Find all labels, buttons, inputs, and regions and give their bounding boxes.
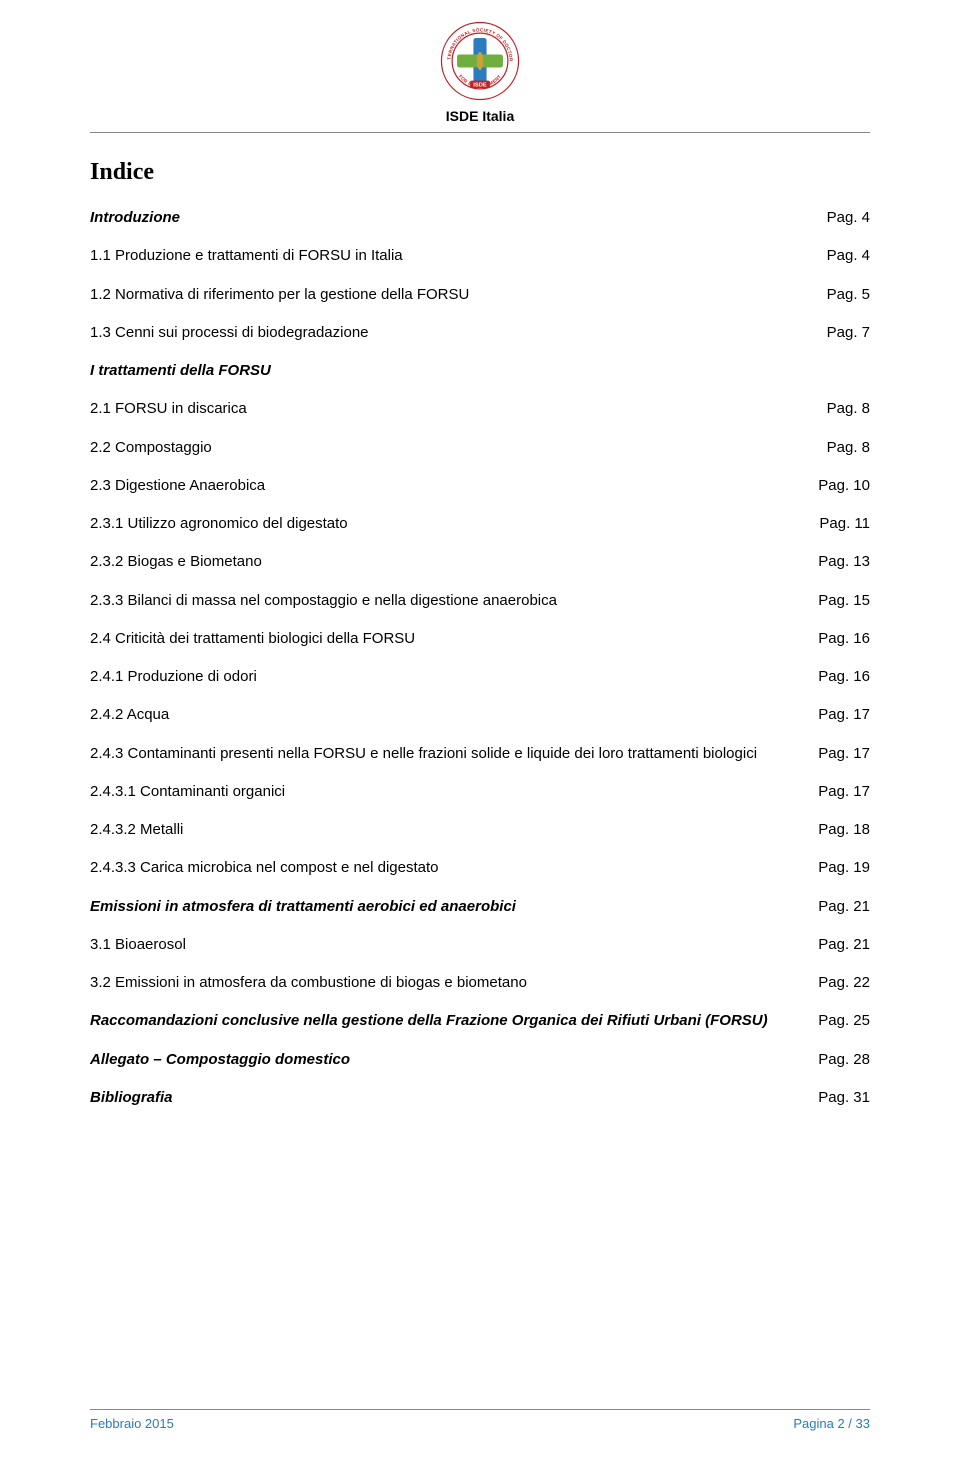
toc-row: 2.4.3.3 Carica microbica nel compost e n… bbox=[90, 858, 870, 878]
page-header: INTERNATIONAL SOCIETY OF DOCTORS FOR ENV… bbox=[90, 20, 870, 133]
toc-label: 2.4.1 Produzione di odori bbox=[90, 667, 818, 687]
footer-page-number: Pagina 2 / 33 bbox=[793, 1416, 870, 1431]
toc-label: 2.4.3.1 Contaminanti organici bbox=[90, 782, 818, 802]
toc-page: Pag. 5 bbox=[827, 285, 870, 305]
toc-label: 2.4 Criticità dei trattamenti biologici … bbox=[90, 629, 818, 649]
toc-row: Raccomandazioni conclusive nella gestion… bbox=[90, 1011, 870, 1031]
page-title: Indice bbox=[90, 159, 870, 186]
toc-label: 2.3 Digestione Anaerobica bbox=[90, 476, 818, 496]
toc-label: Raccomandazioni conclusive nella gestion… bbox=[90, 1011, 818, 1031]
toc-row: 2.4.3.1 Contaminanti organiciPag. 17 bbox=[90, 782, 870, 802]
toc-label: 2.4.3.3 Carica microbica nel compost e n… bbox=[90, 858, 818, 878]
toc-label: 1.1 Produzione e trattamenti di FORSU in… bbox=[90, 246, 827, 266]
toc-row: 2.4.1 Produzione di odoriPag. 16 bbox=[90, 667, 870, 687]
toc-row: 2.4.3.2 MetalliPag. 18 bbox=[90, 820, 870, 840]
document-page: INTERNATIONAL SOCIETY OF DOCTORS FOR ENV… bbox=[0, 0, 960, 1461]
toc-row: 2.4.3 Contaminanti presenti nella FORSU … bbox=[90, 744, 870, 764]
org-label: ISDE Italia bbox=[90, 108, 870, 124]
footer-date: Febbraio 2015 bbox=[90, 1416, 174, 1431]
toc-page: Pag. 17 bbox=[818, 782, 870, 802]
toc-page: Pag. 7 bbox=[827, 323, 870, 343]
toc-label: Bibliografia bbox=[90, 1088, 818, 1108]
toc-page: Pag. 15 bbox=[818, 591, 870, 611]
toc-label: 2.3.1 Utilizzo agronomico del digestato bbox=[90, 514, 819, 534]
logo-container: INTERNATIONAL SOCIETY OF DOCTORS FOR ENV… bbox=[90, 20, 870, 102]
toc-page: Pag. 21 bbox=[818, 897, 870, 917]
toc-row: 2.3.3 Bilanci di massa nel compostaggio … bbox=[90, 591, 870, 611]
toc-label: 2.1 FORSU in discarica bbox=[90, 399, 827, 419]
toc-page: Pag. 22 bbox=[818, 973, 870, 993]
toc-page: Pag. 4 bbox=[827, 208, 870, 228]
toc-label: 2.2 Compostaggio bbox=[90, 438, 827, 458]
toc-row: 2.4.2 AcquaPag. 17 bbox=[90, 705, 870, 725]
toc-page: Pag. 31 bbox=[818, 1088, 870, 1108]
table-of-contents: IntroduzionePag. 41.1 Produzione e tratt… bbox=[90, 208, 870, 1108]
toc-row: IntroduzionePag. 4 bbox=[90, 208, 870, 228]
toc-row: BibliografiaPag. 31 bbox=[90, 1088, 870, 1108]
toc-page: Pag. 13 bbox=[818, 552, 870, 572]
toc-label: 2.4.3.2 Metalli bbox=[90, 820, 818, 840]
toc-page: Pag. 17 bbox=[818, 705, 870, 725]
toc-page: Pag. 4 bbox=[827, 246, 870, 266]
toc-page: Pag. 16 bbox=[818, 629, 870, 649]
isde-logo-icon: INTERNATIONAL SOCIETY OF DOCTORS FOR ENV… bbox=[439, 20, 521, 102]
toc-label: 3.1 Bioaerosol bbox=[90, 935, 818, 955]
page-footer: Febbraio 2015 Pagina 2 / 33 bbox=[90, 1409, 870, 1431]
toc-label: I trattamenti della FORSU bbox=[90, 361, 870, 381]
footer-row: Febbraio 2015 Pagina 2 / 33 bbox=[90, 1416, 870, 1431]
toc-label: 2.3.3 Bilanci di massa nel compostaggio … bbox=[90, 591, 818, 611]
toc-row: 3.2 Emissioni in atmosfera da combustion… bbox=[90, 973, 870, 993]
toc-page: Pag. 18 bbox=[818, 820, 870, 840]
toc-row: 1.2 Normativa di riferimento per la gest… bbox=[90, 285, 870, 305]
toc-label: Emissioni in atmosfera di trattamenti ae… bbox=[90, 897, 818, 917]
toc-page: Pag. 11 bbox=[819, 514, 870, 534]
toc-label: 2.4.2 Acqua bbox=[90, 705, 818, 725]
toc-label: 1.2 Normativa di riferimento per la gest… bbox=[90, 285, 827, 305]
header-divider bbox=[90, 132, 870, 133]
toc-row: 2.2 CompostaggioPag. 8 bbox=[90, 438, 870, 458]
toc-row: 2.3.1 Utilizzo agronomico del digestatoP… bbox=[90, 514, 870, 534]
toc-label: Allegato – Compostaggio domestico bbox=[90, 1050, 818, 1070]
toc-page: Pag. 10 bbox=[818, 476, 870, 496]
toc-label: Introduzione bbox=[90, 208, 827, 228]
toc-row: I trattamenti della FORSU bbox=[90, 361, 870, 381]
toc-page: Pag. 28 bbox=[818, 1050, 870, 1070]
toc-page: Pag. 19 bbox=[818, 858, 870, 878]
toc-page: Pag. 25 bbox=[818, 1011, 870, 1031]
toc-row: 2.3 Digestione AnaerobicaPag. 10 bbox=[90, 476, 870, 496]
toc-page: Pag. 17 bbox=[818, 744, 870, 764]
toc-label: 2.3.2 Biogas e Biometano bbox=[90, 552, 818, 572]
toc-page: Pag. 8 bbox=[827, 438, 870, 458]
toc-row: 3.1 BioaerosolPag. 21 bbox=[90, 935, 870, 955]
toc-row: 1.1 Produzione e trattamenti di FORSU in… bbox=[90, 246, 870, 266]
toc-page: Pag. 8 bbox=[827, 399, 870, 419]
toc-row: 1.3 Cenni sui processi di biodegradazion… bbox=[90, 323, 870, 343]
toc-row: 2.1 FORSU in discaricaPag. 8 bbox=[90, 399, 870, 419]
toc-page: Pag. 21 bbox=[818, 935, 870, 955]
toc-page: Pag. 16 bbox=[818, 667, 870, 687]
toc-label: 3.2 Emissioni in atmosfera da combustion… bbox=[90, 973, 818, 993]
footer-divider bbox=[90, 1409, 870, 1410]
toc-row: Emissioni in atmosfera di trattamenti ae… bbox=[90, 897, 870, 917]
toc-row: 2.4 Criticità dei trattamenti biologici … bbox=[90, 629, 870, 649]
toc-row: Allegato – Compostaggio domesticoPag. 28 bbox=[90, 1050, 870, 1070]
svg-text:ISDE: ISDE bbox=[473, 82, 487, 88]
toc-label: 2.4.3 Contaminanti presenti nella FORSU … bbox=[90, 744, 818, 764]
toc-row: 2.3.2 Biogas e BiometanoPag. 13 bbox=[90, 552, 870, 572]
toc-label: 1.3 Cenni sui processi di biodegradazion… bbox=[90, 323, 827, 343]
